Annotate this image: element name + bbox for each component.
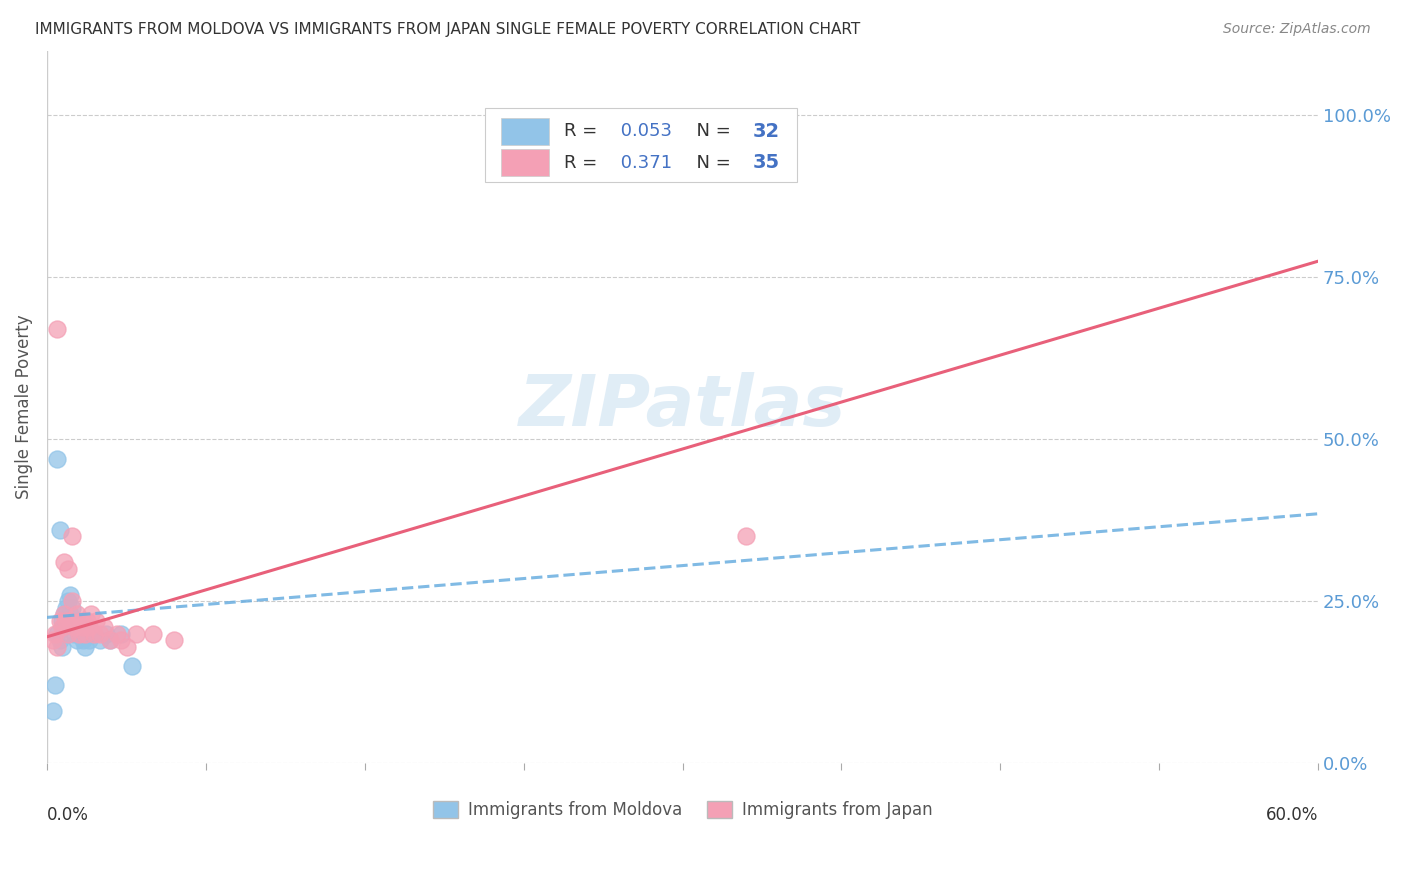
Point <box>44 626 66 640</box>
Point <box>59 614 82 628</box>
Point <box>163 633 186 648</box>
Text: N =: N = <box>685 153 737 171</box>
Text: N =: N = <box>685 122 737 140</box>
Point <box>93 620 115 634</box>
Point <box>48 614 70 628</box>
Point <box>48 523 70 537</box>
Text: IMMIGRANTS FROM MOLDOVA VS IMMIGRANTS FROM JAPAN SINGLE FEMALE POVERTY CORRELATI: IMMIGRANTS FROM MOLDOVA VS IMMIGRANTS FR… <box>35 22 860 37</box>
Point <box>60 600 83 615</box>
Point <box>60 614 83 628</box>
Point <box>63 620 86 634</box>
Legend: Immigrants from Moldova, Immigrants from Japan: Immigrants from Moldova, Immigrants from… <box>426 795 939 826</box>
Point <box>56 626 79 640</box>
Text: 0.053: 0.053 <box>616 122 672 140</box>
Point <box>59 607 82 622</box>
Point <box>44 678 66 692</box>
Text: R =: R = <box>564 122 603 140</box>
Point <box>59 588 82 602</box>
Text: Source: ZipAtlas.com: Source: ZipAtlas.com <box>1223 22 1371 37</box>
Text: 0.371: 0.371 <box>616 153 672 171</box>
Point <box>46 626 69 640</box>
Point <box>83 626 105 640</box>
Point <box>60 594 83 608</box>
Point <box>51 614 73 628</box>
Point <box>125 626 148 640</box>
Point <box>110 626 132 640</box>
Point <box>142 626 165 640</box>
Point <box>76 614 98 628</box>
Point <box>51 620 73 634</box>
Point <box>83 626 105 640</box>
Point <box>80 607 103 622</box>
Bar <box>501 149 548 176</box>
Point <box>72 620 94 634</box>
Point <box>84 614 107 628</box>
Point <box>67 620 90 634</box>
Point <box>89 626 111 640</box>
Point <box>65 614 87 628</box>
Point <box>67 626 90 640</box>
Point <box>52 607 75 622</box>
Text: 0.0%: 0.0% <box>46 805 89 824</box>
Point <box>60 529 83 543</box>
Point <box>42 633 65 648</box>
Point <box>110 633 132 648</box>
Text: ZIPatlas: ZIPatlas <box>519 372 846 442</box>
Point <box>121 659 143 673</box>
Point <box>55 614 77 628</box>
Point <box>105 626 128 640</box>
Point <box>46 640 69 654</box>
Point <box>100 633 122 648</box>
Point <box>55 600 77 615</box>
Point <box>51 640 73 654</box>
Point <box>56 562 79 576</box>
Point <box>89 633 111 648</box>
Y-axis label: Single Female Poverty: Single Female Poverty <box>15 315 32 500</box>
Text: 60.0%: 60.0% <box>1265 805 1319 824</box>
Point <box>63 620 86 634</box>
Point <box>48 633 70 648</box>
Text: R =: R = <box>564 153 603 171</box>
FancyBboxPatch shape <box>485 108 797 183</box>
Text: 32: 32 <box>752 121 779 141</box>
Point <box>77 620 100 634</box>
Point <box>46 322 69 336</box>
Point <box>96 626 118 640</box>
Point <box>73 626 96 640</box>
Point <box>100 633 122 648</box>
Point <box>735 529 758 543</box>
Point <box>56 614 79 628</box>
Point <box>69 626 91 640</box>
Point <box>77 633 100 648</box>
Text: 35: 35 <box>752 153 779 172</box>
Point <box>63 626 86 640</box>
Point <box>117 640 139 654</box>
Point <box>65 633 87 648</box>
Point <box>72 633 94 648</box>
Bar <box>501 118 548 145</box>
Point <box>56 594 79 608</box>
Point <box>46 451 69 466</box>
Point <box>73 640 96 654</box>
Point <box>52 555 75 569</box>
Point <box>69 614 91 628</box>
Point <box>42 704 65 718</box>
Point <box>52 607 75 622</box>
Point <box>52 620 75 634</box>
Point <box>65 607 87 622</box>
